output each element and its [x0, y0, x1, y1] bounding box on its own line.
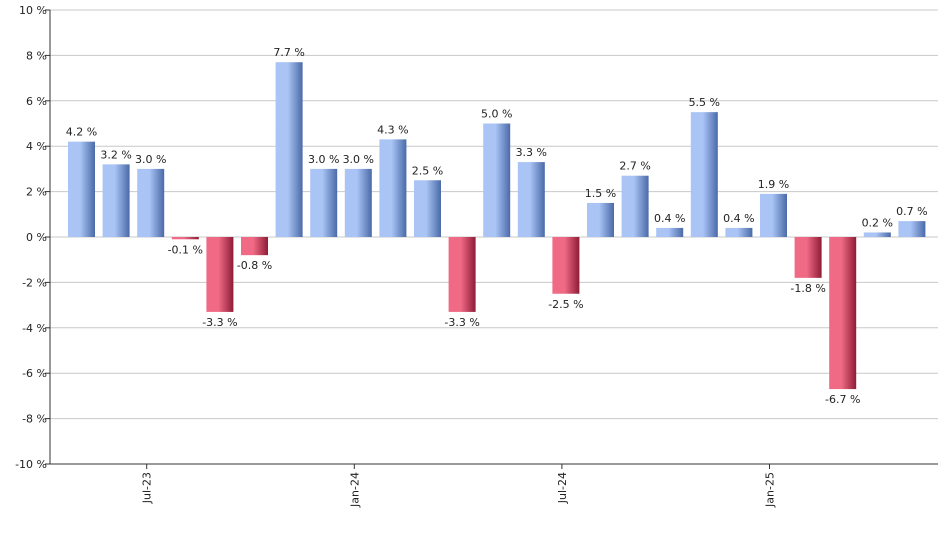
bar: [690, 112, 718, 237]
bar: [379, 139, 407, 237]
bar: [829, 237, 857, 390]
data-label: 2.5 %: [412, 164, 443, 177]
bar: [483, 123, 511, 237]
y-tick-label: -4 %: [22, 322, 47, 335]
axes: [49, 10, 938, 465]
y-tick-label: 10 %: [19, 4, 47, 17]
bar: [863, 232, 891, 237]
data-label: 3.0 %: [308, 153, 339, 166]
y-tick-label: -2 %: [22, 276, 47, 289]
y-tick-label: 2 %: [26, 186, 47, 199]
y-tick-label: -6 %: [22, 367, 47, 380]
y-axis-ticks: -10 % -8 % -6 % -4 % -2 % 0 % 2 % 4 % 6 % 8 % 10 %: [15, 4, 50, 471]
bar: [448, 237, 476, 312]
data-label: 5.0 %: [481, 108, 512, 121]
bars: [68, 62, 926, 390]
x-tick-label: Jul-23: [141, 472, 154, 504]
data-label: 2.7 %: [619, 160, 650, 173]
data-label: -3.3 %: [444, 316, 479, 329]
data-label: 4.2 %: [66, 126, 97, 139]
data-label: 0.4 %: [723, 212, 754, 225]
data-label: 3.2 %: [100, 148, 131, 161]
bar: [552, 237, 580, 294]
bar: [275, 62, 303, 238]
bar: [102, 164, 130, 237]
bar: [760, 193, 787, 237]
x-tick-label: Jan-24: [348, 472, 361, 508]
y-tick-label: -10 %: [15, 458, 47, 471]
bar: [206, 237, 234, 312]
data-label: -0.8 %: [237, 259, 272, 272]
x-tick-label: Jul-24: [556, 472, 569, 504]
data-label: 0.2 %: [862, 216, 893, 229]
data-label: 0.4 %: [654, 212, 685, 225]
bar: [794, 237, 822, 278]
data-label: 3.0 %: [135, 153, 166, 166]
bar: [898, 221, 926, 237]
bar: [137, 168, 165, 237]
bar: [587, 202, 614, 237]
data-label: 7.7 %: [273, 46, 304, 59]
bar: [241, 237, 268, 256]
bar: [171, 237, 199, 240]
bar: [68, 141, 95, 237]
data-label: 3.3 %: [516, 146, 547, 159]
y-tick-label: -8 %: [22, 413, 47, 426]
bar: [725, 227, 753, 237]
y-tick-label: 6 %: [26, 95, 47, 108]
data-label: 1.9 %: [758, 178, 789, 191]
bar: [656, 227, 684, 237]
data-labels: 4.2 %3.2 % 3.0 % -0.1 % -3.3 % -0.8 % 7.7 % 3.…: [66, 46, 928, 406]
data-label: 3.0 %: [343, 153, 374, 166]
bar: [621, 175, 649, 237]
bar: [414, 180, 441, 237]
data-label: 5.5 %: [689, 96, 720, 109]
bar: [310, 168, 338, 237]
data-label: 4.3 %: [377, 123, 408, 136]
y-tick-label: 8 %: [26, 49, 47, 62]
bar: [344, 168, 372, 237]
data-label: -1.8 %: [790, 282, 825, 295]
bar: [517, 162, 545, 237]
data-label: -3.3 %: [202, 316, 237, 329]
data-label: -6.7 %: [825, 393, 860, 406]
data-label: 1.5 %: [585, 187, 616, 200]
y-tick-label: 0 %: [26, 231, 47, 244]
x-tick-label: Jan-25: [764, 472, 777, 508]
data-label: -0.1 %: [168, 243, 203, 256]
y-tick-label: 4 %: [26, 140, 47, 153]
data-label: -2.5 %: [548, 298, 583, 311]
data-label: 0.7 %: [896, 205, 927, 218]
x-axis-ticks: Jul-23 Jan-24 Jul-24 Jan-25: [141, 464, 777, 508]
